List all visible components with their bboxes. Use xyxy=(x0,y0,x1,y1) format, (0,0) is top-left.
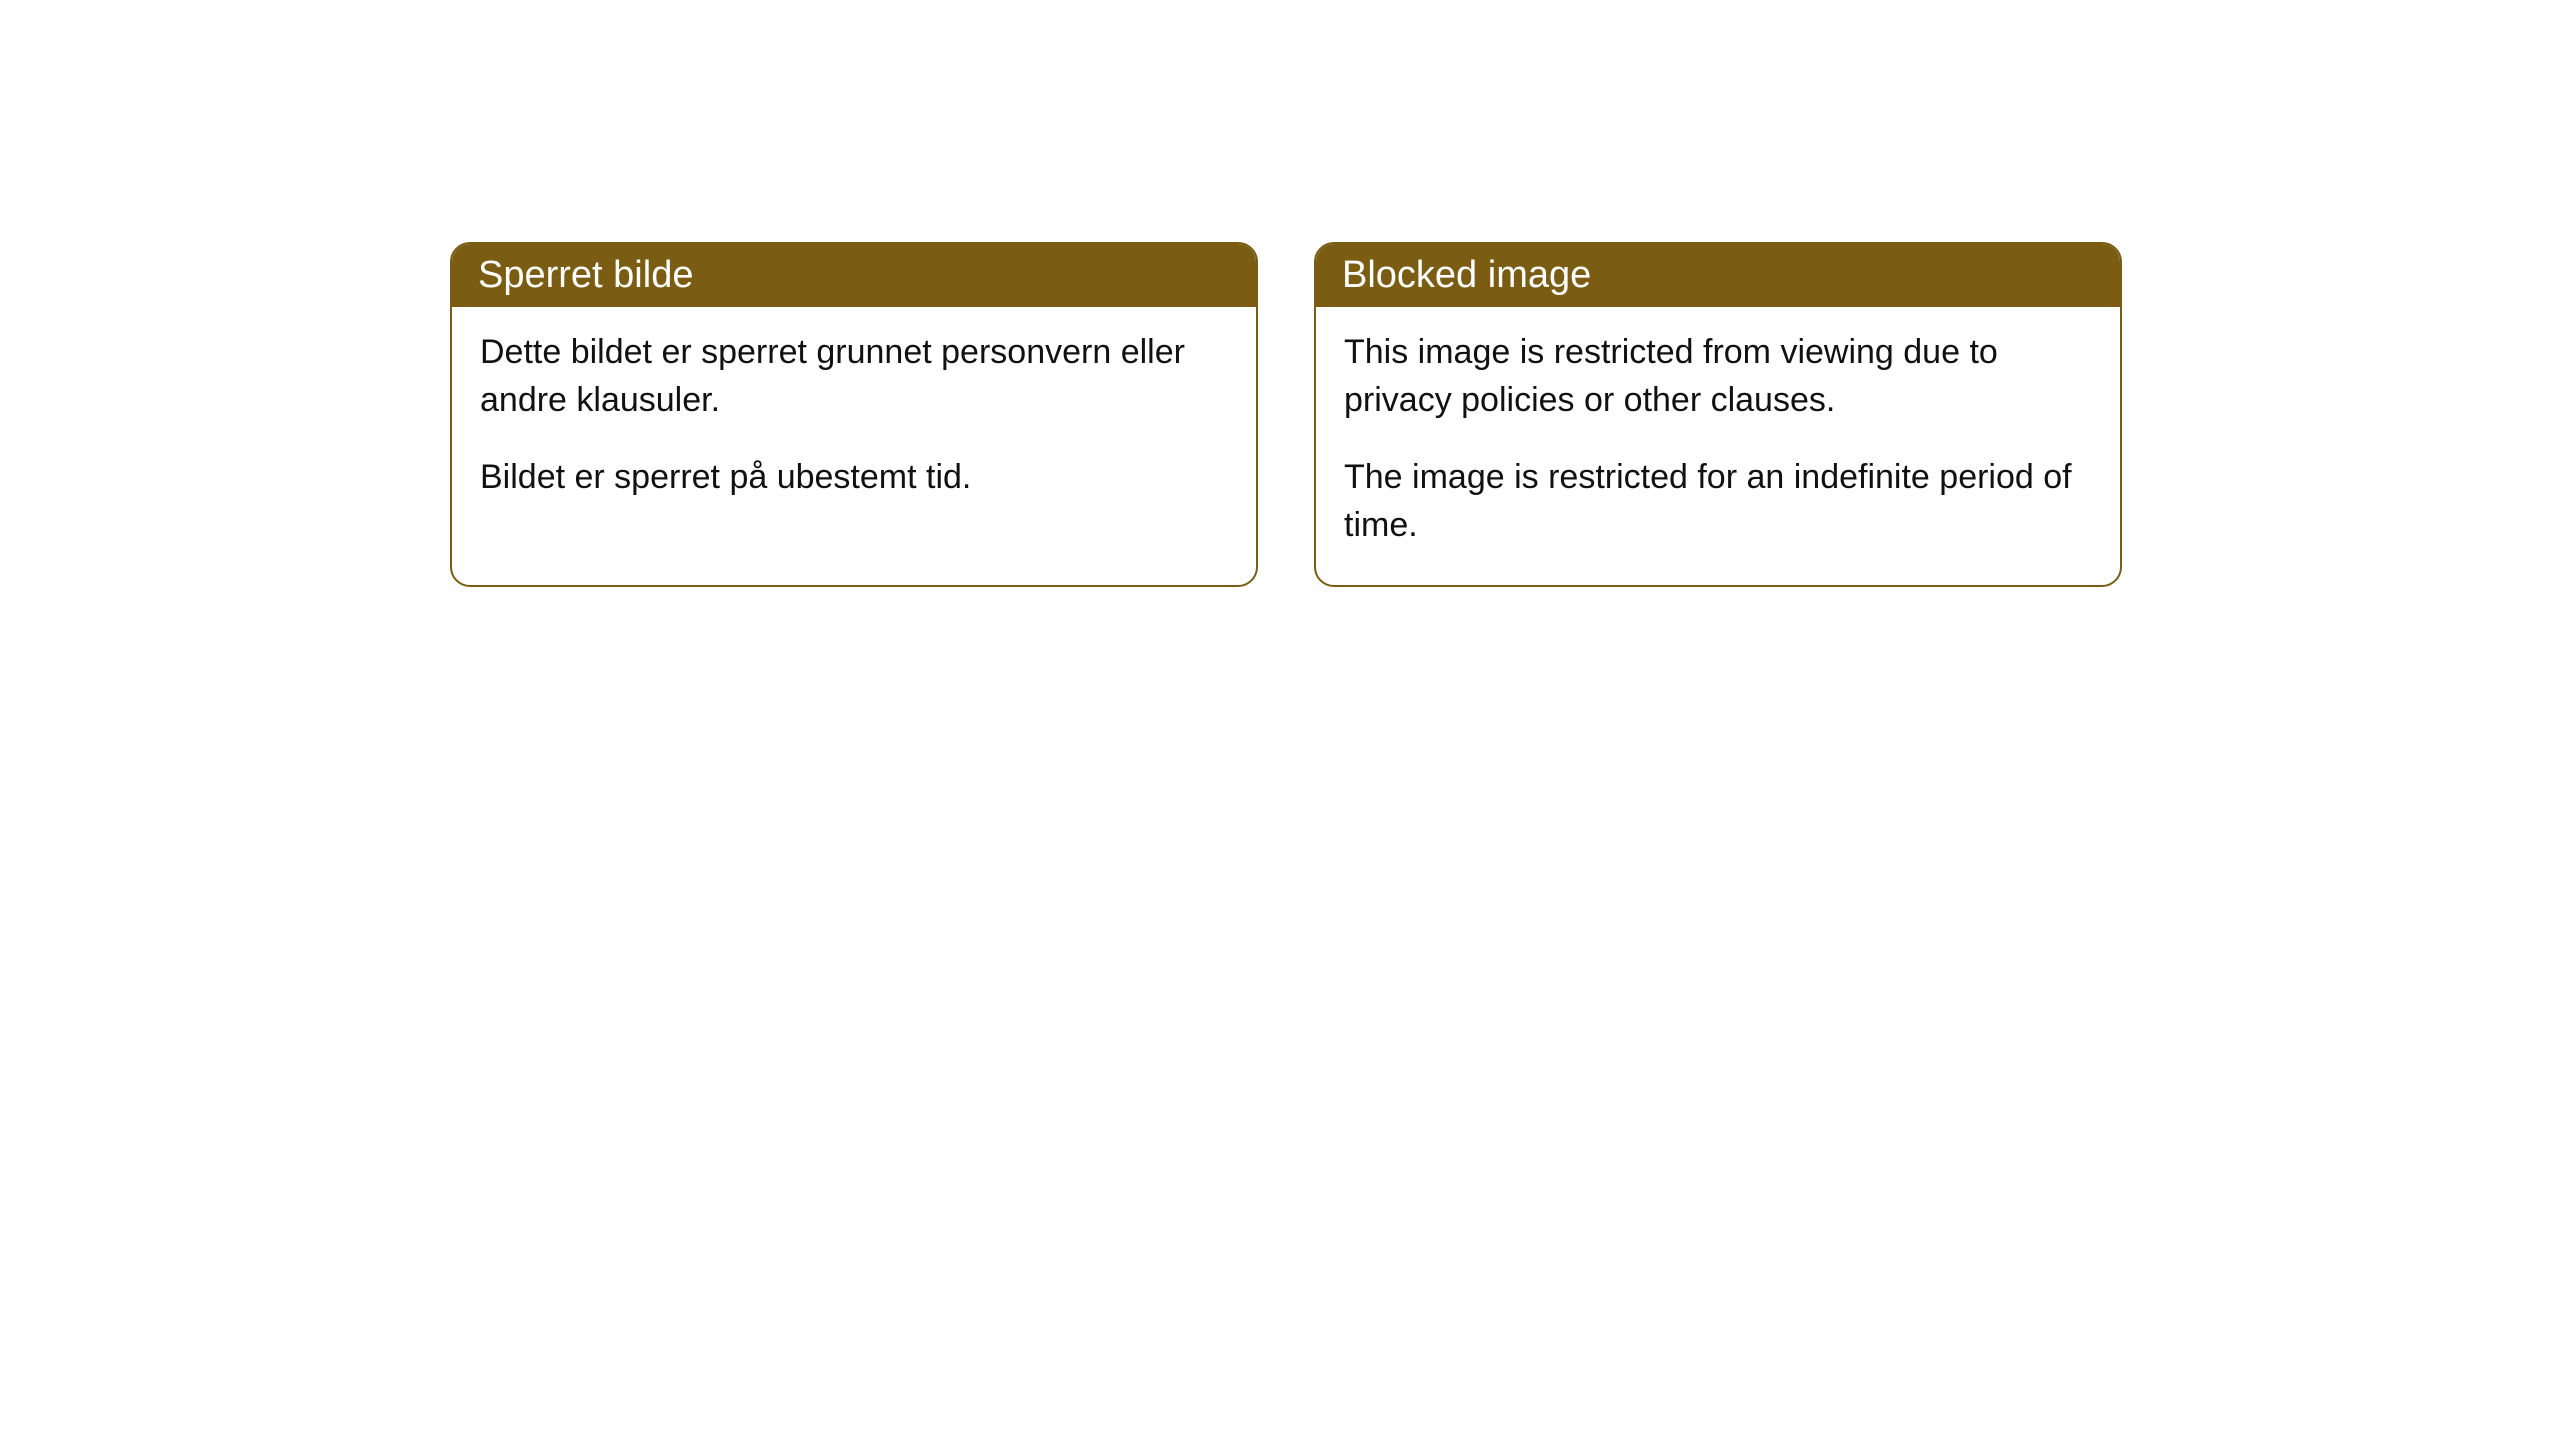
card-header-english: Blocked image xyxy=(1316,244,2120,307)
card-body-english: This image is restricted from viewing du… xyxy=(1316,307,2120,585)
card-header-norwegian: Sperret bilde xyxy=(452,244,1256,307)
cards-container: Sperret bilde Dette bildet er sperret gr… xyxy=(450,242,2122,587)
card-paragraph-1-english: This image is restricted from viewing du… xyxy=(1344,329,2092,424)
card-title-norwegian: Sperret bilde xyxy=(478,254,693,296)
card-body-norwegian: Dette bildet er sperret grunnet personve… xyxy=(452,307,1256,538)
card-paragraph-1-norwegian: Dette bildet er sperret grunnet personve… xyxy=(480,329,1228,424)
card-english: Blocked image This image is restricted f… xyxy=(1314,242,2122,587)
card-paragraph-2-norwegian: Bildet er sperret på ubestemt tid. xyxy=(480,454,1228,502)
card-title-english: Blocked image xyxy=(1342,254,1591,296)
card-norwegian: Sperret bilde Dette bildet er sperret gr… xyxy=(450,242,1258,587)
card-paragraph-2-english: The image is restricted for an indefinit… xyxy=(1344,454,2092,549)
